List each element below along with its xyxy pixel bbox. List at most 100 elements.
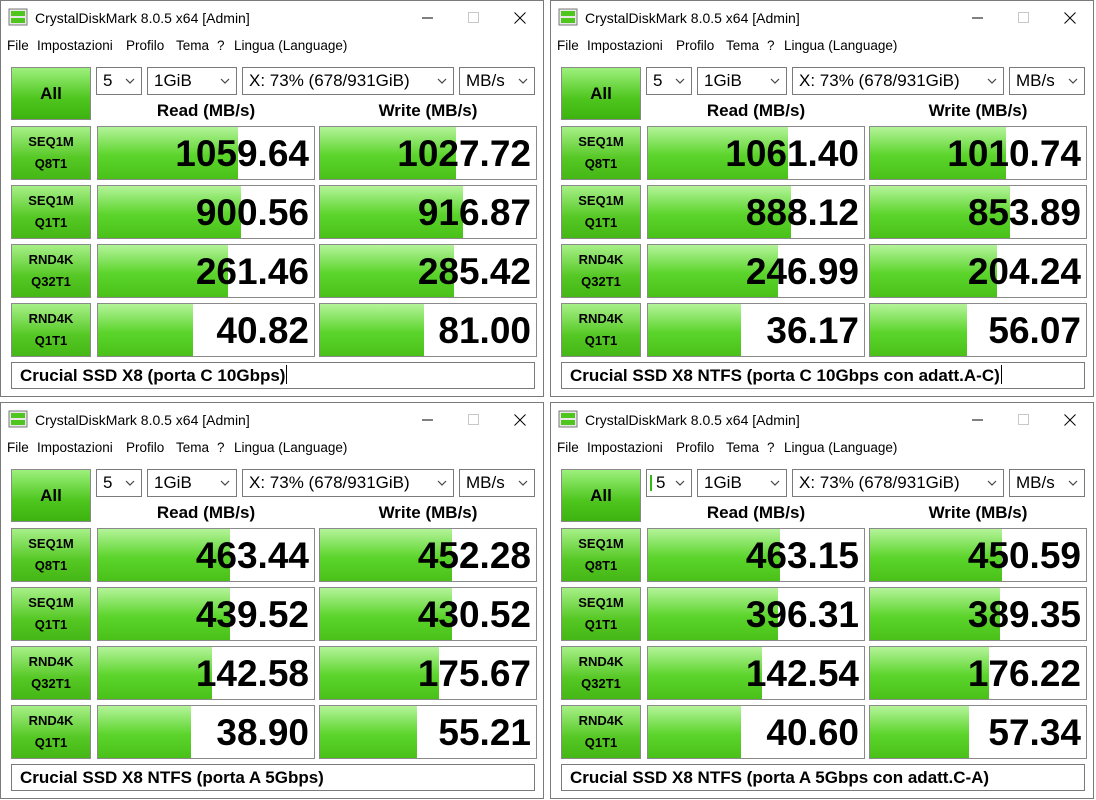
maximize-button[interactable] — [1001, 403, 1047, 437]
test-button[interactable]: SEQ1M Q1T1 — [561, 587, 641, 641]
write-progress-bar — [320, 647, 439, 699]
test-name: SEQ1M — [578, 595, 624, 610]
title-bar[interactable]: CrystalDiskMark 8.0.5 x64 [Admin] — [1, 1, 543, 35]
close-button[interactable] — [497, 1, 543, 35]
unit-select[interactable]: MB/s — [1009, 67, 1085, 95]
menu-language[interactable]: Lingua (Language) — [234, 38, 348, 53]
unit-select[interactable]: MB/s — [1009, 469, 1085, 497]
menu-file[interactable]: File — [557, 440, 579, 455]
test-count-select[interactable]: 5 — [646, 67, 692, 95]
test-button[interactable]: RND4K Q32T1 — [561, 646, 641, 700]
chevron-down-icon — [437, 78, 447, 84]
maximize-button[interactable] — [1001, 1, 1047, 35]
menu-impostazioni[interactable]: Impostazioni — [587, 440, 663, 455]
test-size-select[interactable]: 1GiB — [697, 469, 787, 497]
test-name: RND4K — [28, 654, 74, 669]
all-button[interactable]: All — [561, 67, 641, 120]
menu-help[interactable]: ? — [217, 440, 225, 455]
read-result-cell: 40.60 — [647, 705, 865, 759]
menu-file[interactable]: File — [7, 38, 29, 53]
menu-tema[interactable]: Tema — [176, 440, 210, 455]
window-title: CrystalDiskMark 8.0.5 x64 [Admin] — [35, 412, 250, 428]
menu-impostazioni[interactable]: Impostazioni — [587, 38, 663, 53]
menu-tema[interactable]: Tema — [726, 440, 760, 455]
title-bar[interactable]: CrystalDiskMark 8.0.5 x64 [Admin] — [1, 403, 543, 437]
test-count-select[interactable]: 5 — [646, 469, 692, 497]
title-bar[interactable]: CrystalDiskMark 8.0.5 x64 [Admin] — [551, 1, 1093, 35]
all-button[interactable]: All — [561, 469, 641, 522]
read-progress-bar — [98, 647, 213, 699]
menu-profilo[interactable]: Profilo — [676, 38, 715, 53]
test-button[interactable]: RND4K Q1T1 — [561, 705, 641, 759]
drive-select[interactable]: X: 73% (678/931GiB) — [242, 469, 454, 497]
minimize-button[interactable] — [955, 403, 1001, 437]
read-progress-bar — [98, 706, 191, 758]
comment-field[interactable]: Crucial SSD X8 NTFS (porta A 5Gbps con a… — [561, 764, 1085, 791]
comment-field[interactable]: Crucial SSD X8 (porta C 10Gbps) — [11, 362, 535, 389]
test-count-value: 5 — [103, 473, 113, 492]
close-button[interactable] — [1047, 403, 1093, 437]
unit-select[interactable]: MB/s — [459, 469, 535, 497]
minimize-button[interactable] — [955, 1, 1001, 35]
test-button[interactable]: SEQ1M Q1T1 — [11, 185, 91, 239]
test-count-select[interactable]: 5 — [96, 469, 142, 497]
write-progress-bar — [870, 127, 1007, 179]
drive-select[interactable]: X: 73% (678/931GiB) — [242, 67, 454, 95]
menu-help[interactable]: ? — [767, 440, 775, 455]
maximize-button[interactable] — [451, 403, 497, 437]
unit-select[interactable]: MB/s — [459, 67, 535, 95]
menu-tema[interactable]: Tema — [726, 38, 760, 53]
test-params: Q32T1 — [31, 274, 71, 289]
test-button[interactable]: SEQ1M Q8T1 — [11, 126, 91, 180]
minimize-button[interactable] — [405, 403, 451, 437]
all-button[interactable]: All — [11, 67, 91, 120]
close-button[interactable] — [1047, 1, 1093, 35]
test-button[interactable]: RND4K Q1T1 — [561, 303, 641, 357]
drive-select[interactable]: X: 73% (678/931GiB) — [792, 469, 1004, 497]
test-button[interactable]: SEQ1M Q1T1 — [561, 185, 641, 239]
close-button[interactable] — [497, 403, 543, 437]
write-result-value: 853.89 — [967, 192, 1081, 233]
menu-help[interactable]: ? — [767, 38, 775, 53]
minimize-button[interactable] — [405, 1, 451, 35]
maximize-button[interactable] — [451, 1, 497, 35]
menu-file[interactable]: File — [7, 440, 29, 455]
test-button[interactable]: SEQ1M Q8T1 — [561, 126, 641, 180]
title-bar[interactable]: CrystalDiskMark 8.0.5 x64 [Admin] — [551, 403, 1093, 437]
all-button[interactable]: All — [11, 469, 91, 522]
test-button[interactable]: SEQ1M Q1T1 — [11, 587, 91, 641]
read-progress-bar — [648, 647, 763, 699]
menu-impostazioni[interactable]: Impostazioni — [37, 38, 113, 53]
menu-help[interactable]: ? — [217, 38, 225, 53]
window-title: CrystalDiskMark 8.0.5 x64 [Admin] — [585, 412, 800, 428]
test-button[interactable]: RND4K Q1T1 — [11, 705, 91, 759]
menu-impostazioni[interactable]: Impostazioni — [37, 440, 113, 455]
menu-language[interactable]: Lingua (Language) — [784, 38, 898, 53]
test-size-select[interactable]: 1GiB — [697, 67, 787, 95]
read-result-cell: 1061.40 — [647, 126, 865, 180]
test-button[interactable]: RND4K Q32T1 — [11, 646, 91, 700]
menu-profilo[interactable]: Profilo — [126, 440, 165, 455]
test-name: RND4K — [578, 713, 624, 728]
menu-language[interactable]: Lingua (Language) — [784, 440, 898, 455]
test-button[interactable]: SEQ1M Q8T1 — [561, 528, 641, 582]
crystaldiskmark-app-icon — [558, 410, 578, 428]
write-result-value: 175.67 — [417, 653, 531, 694]
drive-select[interactable]: X: 73% (678/931GiB) — [792, 67, 1004, 95]
test-button[interactable]: RND4K Q32T1 — [11, 244, 91, 298]
menu-profilo[interactable]: Profilo — [126, 38, 165, 53]
menu-language[interactable]: Lingua (Language) — [234, 440, 348, 455]
read-column-header: Read (MB/s) — [156, 101, 256, 120]
test-button[interactable]: RND4K Q32T1 — [561, 244, 641, 298]
test-count-select[interactable]: 5 — [96, 67, 142, 95]
test-size-select[interactable]: 1GiB — [147, 67, 237, 95]
comment-field[interactable]: Crucial SSD X8 NTFS (porta C 10Gbps con … — [561, 362, 1085, 389]
test-button[interactable]: RND4K Q1T1 — [11, 303, 91, 357]
write-progress-bar — [320, 529, 452, 581]
test-size-select[interactable]: 1GiB — [147, 469, 237, 497]
menu-profilo[interactable]: Profilo — [676, 440, 715, 455]
menu-file[interactable]: File — [557, 38, 579, 53]
comment-field[interactable]: Crucial SSD X8 NTFS (porta A 5Gbps) — [11, 764, 535, 791]
test-button[interactable]: SEQ1M Q8T1 — [11, 528, 91, 582]
menu-tema[interactable]: Tema — [176, 38, 210, 53]
